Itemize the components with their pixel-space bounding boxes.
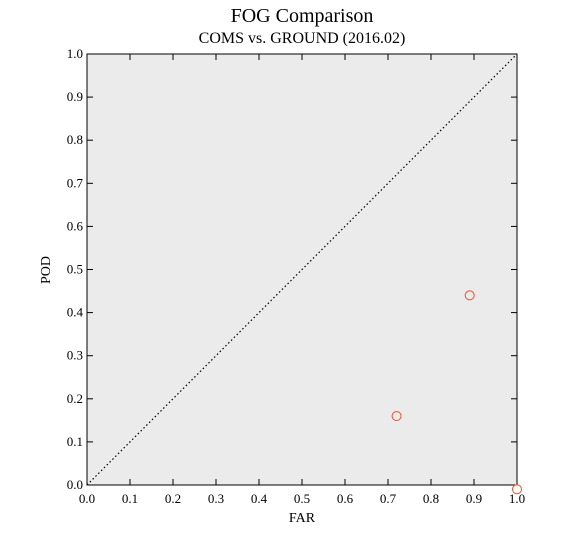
data-points [391, 290, 523, 495]
reference-line-layer [86, 53, 518, 486]
x-tick-label: 0.7 [380, 491, 397, 506]
y-tick-label: 0.0 [67, 477, 83, 492]
x-tick-label: 0.0 [79, 491, 95, 506]
diagonal-reference-line [86, 53, 518, 486]
y-tick-label: 0.5 [67, 262, 83, 277]
x-tick-label: 1.0 [509, 491, 525, 506]
y-tick-label: 0.4 [67, 305, 84, 320]
x-tick-label: 0.9 [466, 491, 482, 506]
y-tick-label: 0.1 [67, 434, 83, 449]
y-tick-label: 0.3 [67, 348, 83, 363]
scatter-point [511, 484, 523, 495]
y-axis-label: POD [39, 256, 54, 284]
axis-ticks [86, 53, 518, 486]
y-tick-label: 0.6 [67, 218, 84, 233]
chart-subtitle: COMS vs. GROUND (2016.02) [199, 30, 406, 47]
x-tick-label: 0.6 [337, 491, 354, 506]
x-tick-label: 0.3 [208, 491, 224, 506]
y-tick-label: 0.2 [67, 391, 83, 406]
x-tick-label: 0.4 [251, 491, 268, 506]
y-tick-label: 0.9 [67, 89, 83, 104]
y-tick-label: 1.0 [67, 46, 83, 61]
scatter-point [464, 290, 475, 301]
y-tick-label: 0.7 [67, 175, 84, 190]
tick-labels: 0.0 0.1 0.2 0.3 0.4 0.5 0.6 0.7 0.8 0.9 1.0 0.0 0.1 0… [67, 46, 525, 506]
chart-title: FOG Comparison [231, 5, 374, 27]
scatter-point [391, 410, 402, 422]
x-tick-label: 0.1 [122, 491, 138, 506]
x-tick-label: 0.5 [294, 491, 310, 506]
x-tick-label: 0.2 [165, 491, 181, 506]
x-tick-label: 0.8 [423, 491, 439, 506]
y-tick-label: 0.8 [67, 132, 83, 147]
x-axis-label: FAR [289, 511, 316, 526]
